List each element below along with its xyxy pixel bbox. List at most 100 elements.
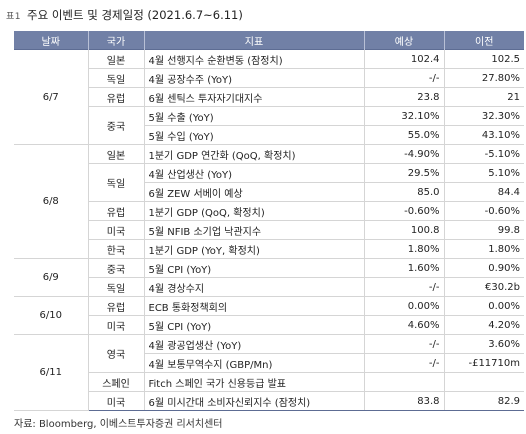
header-previous: 이전: [444, 31, 524, 50]
forecast-cell: -/-: [364, 277, 445, 297]
forecast-cell: 102.4: [364, 49, 445, 69]
previous-cell: 102.5: [444, 49, 524, 69]
table-number: 표1: [6, 12, 22, 22]
country-cell: 일본: [88, 144, 145, 164]
table-row: 유럽 6월 센틱스 투자자기대지수 23.8 21: [14, 87, 524, 107]
previous-cell: 5.10%: [444, 163, 524, 183]
indicator-cell: 1분기 GDP (QoQ, 확정치): [144, 201, 365, 221]
header-date: 날짜: [14, 31, 89, 50]
header-forecast: 예상: [364, 31, 445, 50]
table-row: 유럽 1분기 GDP (QoQ, 확정치) -0.60% -0.60%: [14, 201, 524, 221]
indicator-cell: 6월 미시간대 소비자신뢰지수 (잠정치): [144, 391, 365, 411]
previous-cell: 21: [444, 87, 524, 107]
indicator-cell: 5월 수입 (YoY): [144, 125, 365, 145]
indicator-cell: 4월 선행지수 순환변동 (잠정치): [144, 49, 365, 69]
forecast-cell: 83.8: [364, 391, 445, 411]
indicator-cell: 6월 ZEW 서베이 예상: [144, 182, 365, 202]
table-title: 주요 이벤트 및 경제일정 (2021.6.7~6.11): [27, 8, 243, 22]
indicator-cell: 4월 경상수지: [144, 277, 365, 297]
previous-cell: 84.4: [444, 182, 524, 202]
table-row: 독일 4월 산업생산 (YoY) 29.5% 5.10%: [14, 163, 524, 202]
table-row: 6/11 영국 4월 광공업생산 (YoY) -/- 3.60%: [14, 334, 524, 411]
indicator-cell: 4월 광공업생산 (YoY): [144, 334, 365, 354]
forecast-cell: -/-: [364, 353, 445, 373]
country-cell: 일본: [88, 49, 145, 69]
table-row: 6월 ZEW 서베이 예상 85.0 84.4: [14, 182, 524, 202]
table-row: 6/10 유럽 ECB 통화정책회의 0.00% 0.00%: [14, 296, 524, 335]
table-row: 미국 5월 CPI (YoY) 4.60% 4.20%: [14, 315, 524, 335]
country-cell: 유럽: [88, 201, 145, 221]
previous-cell: 27.80%: [444, 68, 524, 88]
header-row: 날짜 국가 지표 예상 이전: [14, 31, 524, 50]
table-row: 한국 1분기 GDP (YoY, 확정치) 1.80% 1.80%: [14, 239, 524, 259]
country-cell: 스페인: [88, 372, 145, 392]
previous-cell: 0.90%: [444, 258, 524, 278]
forecast-cell: [364, 372, 445, 392]
table-row: 6/8 일본 1분기 GDP 연간화 (QoQ, 확정치) -4.90% -5.10%: [14, 144, 524, 259]
previous-cell: -0.60%: [444, 201, 524, 221]
table-row: 4월 보통무역수지 (GBP/Mn) -/- -£11710m: [14, 353, 524, 373]
previous-cell: 82.9: [444, 391, 524, 411]
country-cell: 미국: [88, 391, 145, 411]
country-cell: 독일: [88, 163, 145, 202]
indicator-cell: ECB 통화정책회의: [144, 296, 365, 316]
country-cell: 미국: [88, 220, 145, 240]
indicator-cell: 6월 센틱스 투자자기대지수: [144, 87, 365, 107]
previous-cell: -5.10%: [444, 144, 524, 164]
country-cell: 중국: [88, 106, 145, 145]
table-row: 독일 4월 경상수지 -/- €30.2b: [14, 277, 524, 297]
forecast-cell: 4.60%: [364, 315, 445, 335]
forecast-cell: 23.8: [364, 87, 445, 107]
table-row: 중국 5월 수출 (YoY) 32.10% 32.30%: [14, 106, 524, 145]
date-cell: 6/11: [14, 334, 89, 411]
previous-cell: €30.2b: [444, 277, 524, 297]
indicator-cell: 5월 수출 (YoY): [144, 106, 365, 126]
indicator-cell: 5월 CPI (YoY): [144, 258, 365, 278]
indicator-cell: 5월 NFIB 소기업 낙관지수: [144, 220, 365, 240]
indicator-cell: Fitch 스페인 국가 신용등급 발표: [144, 372, 365, 392]
previous-cell: -£11710m: [444, 353, 524, 373]
forecast-cell: 32.10%: [364, 106, 445, 126]
indicator-cell: 5월 CPI (YoY): [144, 315, 365, 335]
economic-calendar-table: 날짜 국가 지표 예상 이전 6/7 일본 4월 선행지수 순환변동 (잠정치) 10…: [14, 31, 524, 411]
country-cell: 독일: [88, 277, 145, 297]
indicator-cell: 4월 산업생산 (YoY): [144, 163, 365, 183]
previous-cell: 4.20%: [444, 315, 524, 335]
table-row: 5월 수입 (YoY) 55.0% 43.10%: [14, 125, 524, 145]
table-row: 미국 6월 미시간대 소비자신뢰지수 (잠정치) 83.8 82.9: [14, 391, 524, 411]
country-cell: 한국: [88, 239, 145, 259]
forecast-cell: 1.60%: [364, 258, 445, 278]
country-cell: 중국: [88, 258, 145, 278]
date-cell: 6/7: [14, 49, 89, 145]
forecast-cell: 55.0%: [364, 125, 445, 145]
date-cell: 6/8: [14, 144, 89, 259]
previous-cell: 0.00%: [444, 296, 524, 316]
source-note: 자료: Bloomberg, 이베스트투자증권 리서치센터: [14, 419, 223, 430]
indicator-cell: 1분기 GDP 연간화 (QoQ, 확정치): [144, 144, 365, 164]
date-cell: 6/10: [14, 296, 89, 335]
country-cell: 유럽: [88, 296, 145, 316]
forecast-cell: -4.90%: [364, 144, 445, 164]
header-country: 국가: [88, 31, 145, 50]
previous-cell: 32.30%: [444, 106, 524, 126]
previous-cell: 99.8: [444, 220, 524, 240]
previous-cell: [444, 372, 524, 392]
forecast-cell: -0.60%: [364, 201, 445, 221]
forecast-cell: 29.5%: [364, 163, 445, 183]
country-cell: 유럽: [88, 87, 145, 107]
previous-cell: 43.10%: [444, 125, 524, 145]
forecast-cell: 0.00%: [364, 296, 445, 316]
table-row: 6/7 일본 4월 선행지수 순환변동 (잠정치) 102.4 102.5: [14, 49, 524, 145]
country-cell: 영국: [88, 334, 145, 373]
forecast-cell: 85.0: [364, 182, 445, 202]
table-row: 6/9 중국 5월 CPI (YoY) 1.60% 0.90%: [14, 258, 524, 297]
forecast-cell: 1.80%: [364, 239, 445, 259]
indicator-cell: 4월 보통무역수지 (GBP/Mn): [144, 353, 365, 373]
country-cell: 독일: [88, 68, 145, 88]
previous-cell: 3.60%: [444, 334, 524, 354]
indicator-cell: 1분기 GDP (YoY, 확정치): [144, 239, 365, 259]
forecast-cell: -/-: [364, 334, 445, 354]
forecast-cell: 100.8: [364, 220, 445, 240]
table-row: 미국 5월 NFIB 소기업 낙관지수 100.8 99.8: [14, 220, 524, 240]
date-cell: 6/9: [14, 258, 89, 297]
